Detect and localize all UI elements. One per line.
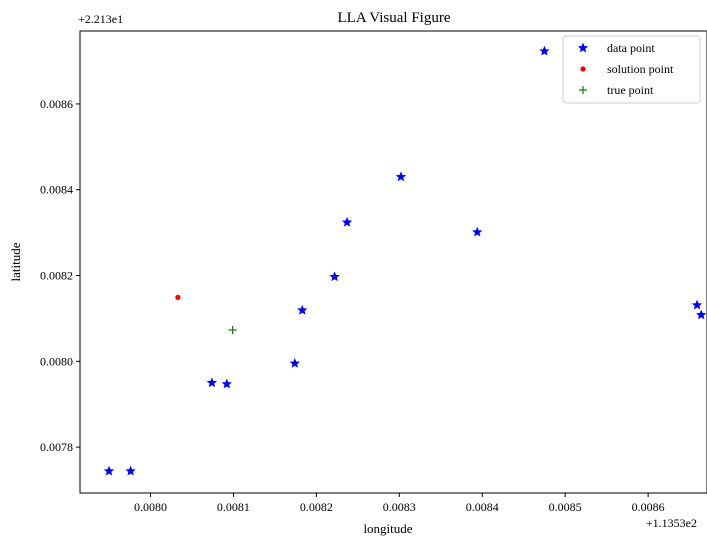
data-point-marker [206,377,217,388]
legend-data-point-label: data point [607,41,655,55]
x-tick-label: 0.0080 [134,500,167,514]
data-point-marker [103,465,115,476]
data-point-marker [472,226,483,237]
x-axis-label: longitude [363,521,412,536]
data-point-marker [696,309,707,320]
data-point-marker [297,304,308,315]
x-tick-label: 0.0081 [217,500,250,514]
legend-true-point-marker [579,86,587,94]
data-point-marker [539,45,550,56]
data-point-marker [125,465,136,476]
legend-data-point-marker [577,42,589,53]
y-tick-label: 0.0086 [40,97,73,111]
y-axis-label: latitude [8,242,23,281]
data-point-marker [395,171,407,182]
data-point-marker [341,216,353,227]
x-tick-label: 0.0085 [549,500,582,514]
y-tick-label: 0.0078 [40,440,73,454]
y-tick-label: 0.0082 [40,269,73,283]
plot-area [79,30,707,494]
y-tick-label: 0.0084 [40,183,73,197]
x-ticks: 0.0080 0.0081 0.0082 0.0083 0.0084 0.0085 0.00… [134,493,665,514]
data-point-marker [289,358,300,368]
y-offset-label: +2.213e1 [78,12,123,26]
legend: data point solution point true point [562,35,701,104]
x-offset-label: +1.1353e2 [646,516,697,530]
true-point-marker [228,325,237,334]
legend-box [562,35,701,104]
data-point-marker [691,299,703,310]
data-point-marker [221,378,232,389]
legend-solution-point-marker [580,66,586,72]
x-tick-label: 0.0083 [383,500,416,514]
x-tick-label: 0.0086 [632,500,665,514]
legend-solution-point-label: solution point [607,62,674,76]
x-tick-label: 0.0082 [300,500,333,514]
solution-point-marker [175,294,181,300]
data-markers [103,45,707,476]
x-tick-label: 0.0084 [466,500,499,514]
legend-true-point-label: true point [607,83,654,97]
data-point-marker [329,271,340,282]
y-ticks: 0.0078 0.0080 0.0082 0.0084 0.0086 [40,97,80,454]
chart-title: LLA Visual Figure [338,10,451,26]
y-tick-label: 0.0080 [40,354,73,368]
